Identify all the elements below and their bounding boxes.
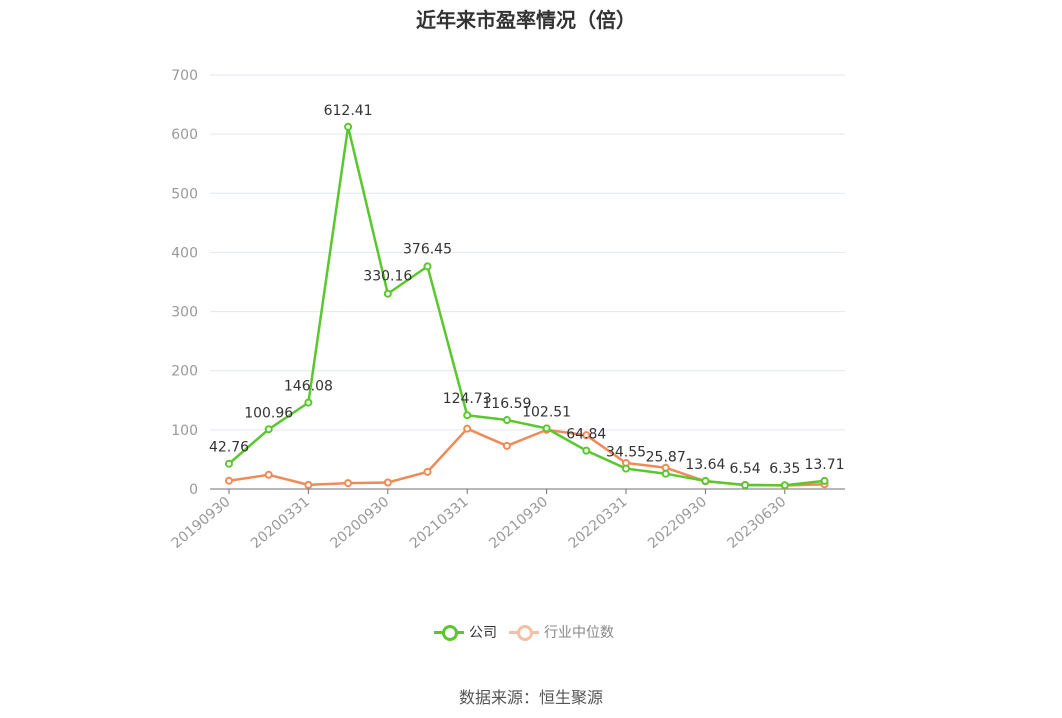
legend-company-label: 公司	[469, 625, 497, 641]
industry-median-point	[502, 441, 511, 450]
company-point	[344, 122, 353, 131]
company-data-label: 612.41	[324, 103, 373, 119]
legend-industry-marker	[509, 623, 539, 641]
company-point	[423, 262, 432, 271]
company-data-label: 116.59	[482, 396, 531, 412]
x-tick-label: 20200930	[327, 494, 392, 552]
company-data-label: 13.71	[804, 457, 844, 473]
industry-median-point	[582, 431, 591, 440]
company-point	[820, 476, 829, 485]
company-point	[304, 398, 313, 407]
company-data-label: 6.35	[769, 461, 800, 477]
company-point	[661, 469, 670, 478]
x-tick-label: 20190930	[169, 494, 234, 552]
industry-median-point	[423, 467, 432, 476]
industry-median-point	[463, 424, 472, 433]
y-tick-label: 200	[171, 364, 198, 380]
x-axis: 20190930 20200331 20200930 20210331 20210930…	[169, 488, 845, 552]
company-point	[622, 464, 630, 473]
data-source-note: 数据来源：恒生聚源	[458, 688, 603, 707]
industry-median-point	[225, 476, 233, 485]
company-data-label: 102.51	[522, 404, 571, 420]
company-point	[741, 481, 750, 490]
company-data-label: 376.45	[403, 241, 452, 257]
x-tick-label: 20210331	[407, 494, 472, 552]
company-point	[542, 424, 551, 433]
company-point	[502, 416, 511, 425]
company-data-label: 34.55	[606, 445, 646, 461]
company-data-label: 6.54	[730, 461, 761, 477]
company-point	[582, 446, 591, 455]
company-data-label: 25.87	[646, 450, 686, 466]
x-tick-label: 20200331	[248, 494, 313, 552]
y-tick-label: 700	[171, 68, 198, 84]
data-labels: 42.76 100.96 146.08 612.41 330.16 376.45 124.7…	[209, 103, 845, 477]
x-tick-label: 20220930	[645, 494, 710, 552]
y-tick-label: 100	[171, 423, 198, 439]
x-tick-label: 20230630	[724, 494, 789, 552]
company-data-label: 124.73	[443, 391, 492, 407]
company-data-label: 330.16	[363, 269, 412, 285]
company-point	[701, 476, 710, 485]
industry-median-point	[383, 478, 392, 487]
y-tick-label: 600	[171, 127, 198, 143]
y-tick-label: 400	[171, 245, 198, 261]
x-tick-label: 20220331	[566, 494, 631, 552]
x-tick-label: 20210930	[486, 494, 551, 552]
industry-median-point	[264, 470, 273, 479]
legend-industry-label: 行业中位数	[544, 625, 614, 641]
y-axis: 0 100 200 300 400 500 600 700	[171, 68, 198, 498]
industry-median-point	[344, 479, 353, 488]
y-tick-label: 300	[171, 305, 198, 321]
company-data-label: 42.76	[209, 440, 249, 456]
legend: 公司 行业中位数	[434, 622, 626, 642]
company-point	[383, 289, 392, 298]
series-group	[225, 122, 829, 490]
legend-item-industry-median[interactable]: 行业中位数	[509, 622, 614, 642]
company-data-label: 64.84	[566, 427, 606, 443]
y-tick-label: 500	[171, 186, 198, 202]
company-point	[780, 481, 789, 490]
chart-title: 近年来市盈率情况（倍）	[416, 8, 636, 32]
company-series-line	[228, 125, 825, 487]
company-data-label: 100.96	[244, 405, 293, 421]
legend-item-company[interactable]: 公司	[434, 622, 497, 642]
y-tick-label: 0	[189, 482, 198, 498]
grid-lines	[210, 74, 845, 431]
company-data-label: 146.08	[284, 379, 333, 395]
company-point	[225, 459, 233, 468]
company-point	[463, 411, 472, 420]
legend-company-marker	[434, 623, 464, 641]
company-data-label: 13.64	[685, 457, 725, 473]
industry-median-point	[304, 480, 313, 489]
company-point	[264, 425, 273, 434]
